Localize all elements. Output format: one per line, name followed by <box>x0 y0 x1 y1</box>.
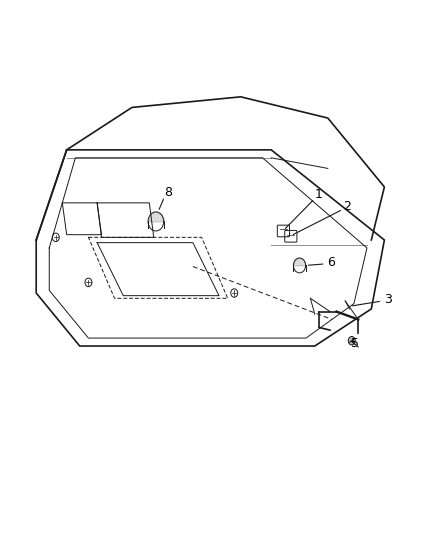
Circle shape <box>348 336 355 345</box>
Text: 6: 6 <box>327 256 335 269</box>
Text: 2: 2 <box>343 200 351 213</box>
Text: 1: 1 <box>315 188 323 201</box>
Text: 3: 3 <box>384 293 392 306</box>
Text: 8: 8 <box>164 186 172 199</box>
Text: 5: 5 <box>351 337 359 350</box>
